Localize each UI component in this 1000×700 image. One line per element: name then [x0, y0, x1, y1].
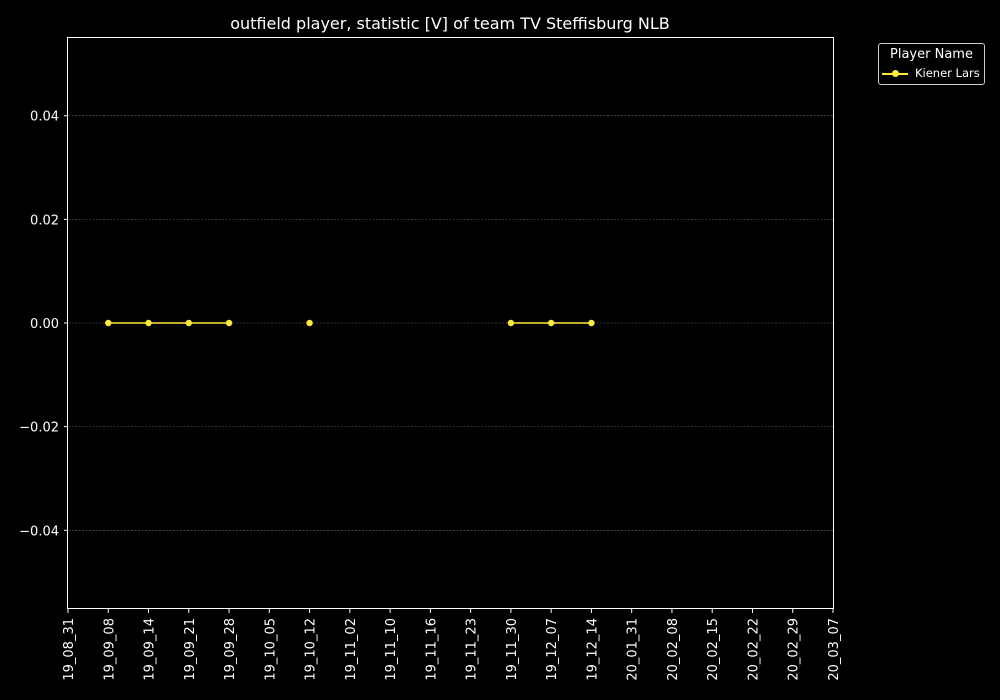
x-tick-label: 20_02_08 [666, 618, 681, 681]
x-tick-label: 20_02_29 [787, 618, 802, 681]
data-point [547, 319, 555, 327]
y-tick-label: 0.00 [30, 317, 59, 332]
x-tick-label: 19_10_05 [263, 618, 278, 681]
x-tick-label: 19_11_02 [344, 618, 359, 681]
data-point [145, 319, 152, 327]
x-tick-label: 20_02_22 [746, 618, 761, 681]
x-tick-label: 20_02_15 [706, 618, 721, 681]
legend: Player Name Kiener Lars [878, 43, 985, 85]
data-point [105, 319, 112, 327]
x-tick-label: 19_12_07 [545, 618, 560, 681]
y-tick-label: 0.04 [30, 110, 59, 125]
x-axis: 19_08_31 19_09_08 19_09_14 19_09_21 19_09_28… [62, 608, 842, 681]
x-tick-label: 19_11_10 [384, 618, 399, 681]
x-tick-label: 19_09_14 [143, 618, 158, 681]
x-tick-label: 20_01_31 [626, 618, 641, 681]
x-tick-label: 19_11_23 [465, 618, 480, 681]
data-point [185, 319, 192, 327]
series-layer [105, 319, 595, 327]
x-tick-label: 19_09_28 [223, 618, 238, 681]
y-tick-label: 0.02 [30, 213, 59, 228]
legend-entry: Kiener Lars [882, 66, 982, 82]
x-tick-label: 19_11_30 [505, 618, 520, 681]
legend-marker-swatch [892, 70, 899, 77]
legend-label: Kiener Lars [915, 66, 980, 80]
x-tick-label: 19_12_14 [585, 618, 600, 681]
x-tick-label: 20_03_07 [827, 618, 842, 681]
data-point [507, 319, 515, 327]
chart-title: outfield player, statistic [V] of team T… [230, 14, 670, 33]
data-point [225, 319, 233, 327]
x-tick-label: 19_11_16 [424, 618, 439, 681]
y-tick-label: −0.04 [19, 524, 59, 539]
data-point [588, 319, 595, 327]
y-tick-label: −0.02 [19, 421, 59, 436]
x-tick-label: 19_09_08 [102, 618, 117, 681]
x-tick-label: 19_10_12 [304, 618, 319, 681]
x-tick-label: 19_08_31 [62, 618, 77, 681]
legend-title: Player Name [890, 47, 973, 62]
y-axis: −0.04 −0.02 0.00 0.02 0.04 [19, 110, 68, 539]
x-tick-label: 19_09_21 [183, 618, 198, 681]
data-point [306, 319, 313, 327]
